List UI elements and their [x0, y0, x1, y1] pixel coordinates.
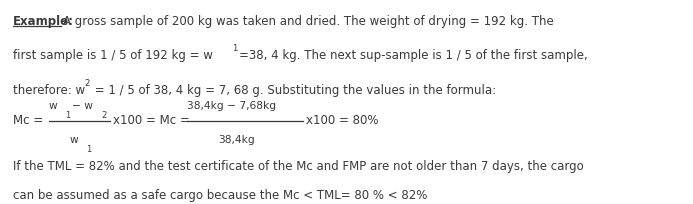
Text: 1: 1 [231, 44, 237, 53]
Text: x100 = 80%: x100 = 80% [306, 114, 378, 128]
Text: 38,4kg − 7,68kg: 38,4kg − 7,68kg [187, 101, 277, 111]
Text: A gross sample of 200 kg was taken and dried. The weight of drying = 192 kg. The: A gross sample of 200 kg was taken and d… [63, 15, 554, 28]
Text: Mc =: Mc = [13, 114, 43, 128]
Text: 38,4kg: 38,4kg [218, 135, 255, 145]
Text: first sample is 1 / 5 of 192 kg = w: first sample is 1 / 5 of 192 kg = w [13, 49, 213, 62]
Text: therefore: w: therefore: w [13, 84, 85, 97]
Text: x100 = Mc =: x100 = Mc = [113, 114, 189, 128]
Text: 2: 2 [102, 111, 107, 120]
Text: = 1 / 5 of 38, 4 kg = 7, 68 g. Substituting the values in the formula:: = 1 / 5 of 38, 4 kg = 7, 68 g. Substitut… [91, 84, 495, 97]
Text: − w: − w [72, 101, 93, 111]
Text: 1: 1 [86, 145, 91, 154]
Text: 1: 1 [64, 111, 70, 120]
Text: =38, 4 kg. The next sup-sample is 1 / 5 of the first sample,: =38, 4 kg. The next sup-sample is 1 / 5 … [240, 49, 588, 62]
Text: If the TML = 82% and the test certificate of the Mc and FMP are not older than 7: If the TML = 82% and the test certificat… [13, 160, 584, 173]
Text: can be assumed as a safe cargo because the Mc < TML= 80 % < 82%: can be assumed as a safe cargo because t… [13, 189, 428, 202]
Text: w: w [70, 135, 79, 145]
Text: w: w [49, 101, 58, 111]
Text: Example:: Example: [13, 15, 74, 28]
Text: 2: 2 [84, 79, 89, 88]
